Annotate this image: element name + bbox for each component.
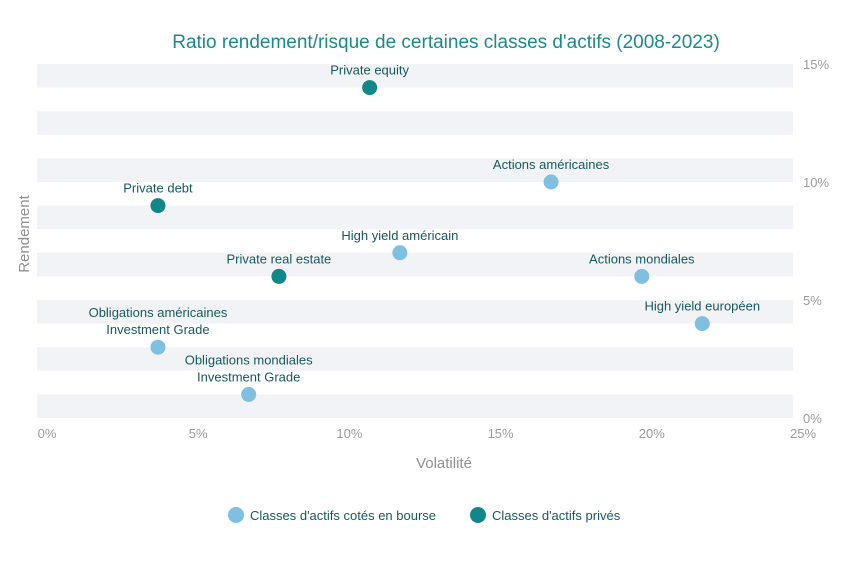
y-tick-label: 5% [803,293,822,308]
point-label: Actions mondiales [589,251,695,266]
data-point [150,198,166,214]
x-axis-label: Volatilité [416,455,472,472]
x-axis-ticks: 0% 5% 10% 15% 20% 25% [38,426,817,441]
grid-band [37,394,793,418]
point-label: Private debt [123,181,193,196]
data-point [271,268,287,284]
y-axis-ticks: 0% 5% 10% 15% [803,57,829,426]
data-point [241,386,257,402]
data-point [150,339,166,355]
grid-band [37,205,793,230]
point-label: Actions américaines [493,157,610,172]
data-point [362,80,378,96]
x-tick-label: 5% [189,426,208,441]
point-label: Investment Grade [197,369,300,384]
data-point [634,268,650,284]
grid-band [37,158,793,182]
legend-marker [470,507,486,523]
point-labels: Actions américaines High yield américain A… [89,63,761,385]
grid-band [37,300,793,324]
x-tick-label: 10% [336,426,362,441]
data-points [150,80,710,402]
grid-bands [37,64,793,418]
y-axis-label: Rendement [16,194,33,272]
data-point [543,174,559,190]
grid-band [37,347,793,371]
legend: Classes d'actifs cotés en bourse Classes … [228,507,621,523]
grid-band [37,252,793,277]
point-label: Obligations mondiales [185,352,313,367]
x-tick-label: 0% [38,426,57,441]
legend-marker [228,507,244,523]
y-tick-label: 10% [803,175,829,190]
point-label: High yield européen [644,299,760,314]
point-label: High yield américain [341,228,458,243]
x-tick-label: 20% [639,426,665,441]
grid-band [37,111,793,135]
point-label: Investment Grade [106,322,209,337]
legend-label: Classes d'actifs cotés en bourse [250,508,436,523]
x-tick-label: 15% [488,426,514,441]
point-label: Private equity [330,63,409,78]
grid-band [37,64,793,88]
legend-label: Classes d'actifs privés [492,508,621,523]
point-label: Private real estate [227,251,332,266]
chart-title: Ratio rendement/risque de certaines clas… [172,32,720,53]
data-point [392,245,408,261]
y-tick-label: 15% [803,57,829,72]
x-tick-label: 25% [790,426,816,441]
y-tick-label: 0% [803,411,822,426]
point-label: Obligations américaines [89,305,228,320]
data-point [694,316,710,332]
